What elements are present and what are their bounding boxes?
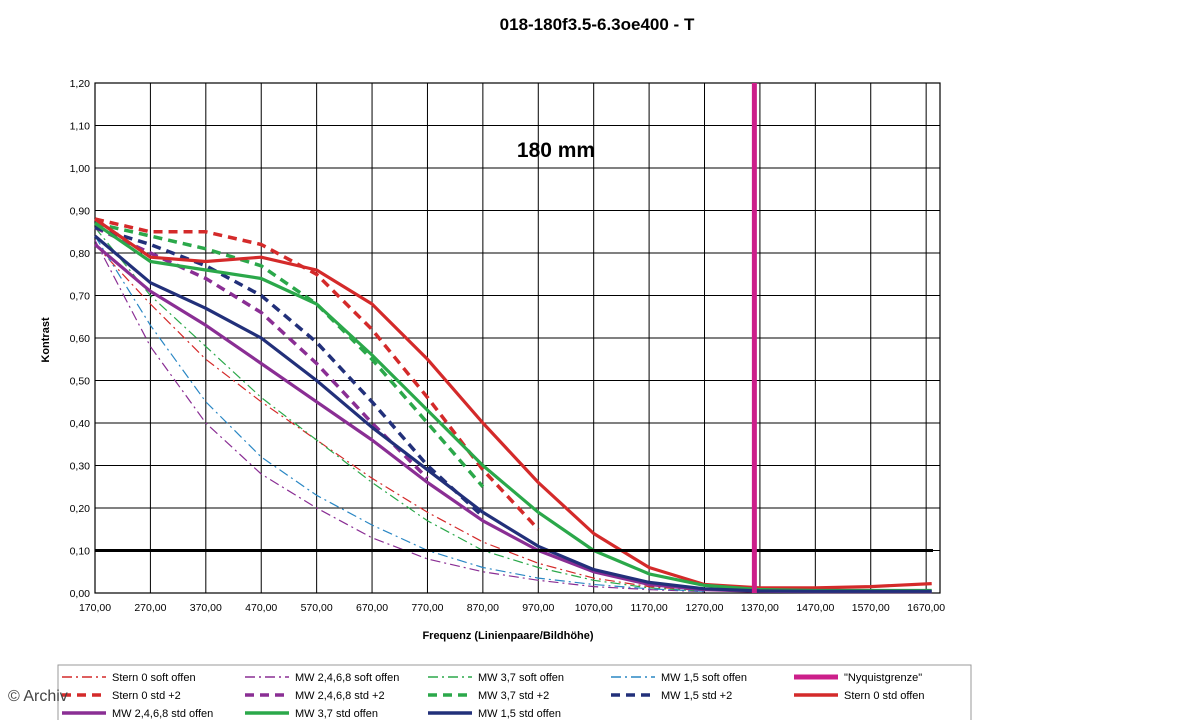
chart-title: 018-180f3.5-6.3oe400 - T [500, 15, 695, 34]
y-tick-label: 0,20 [70, 503, 91, 515]
y-tick-label: 0,70 [70, 291, 91, 303]
series-line-6 [94, 221, 485, 488]
legend-label: Stern 0 std +2 [112, 690, 181, 702]
legend-label: MW 2,4,6,8 std +2 [295, 690, 385, 702]
x-tick-label: 870,00 [467, 602, 499, 614]
x-tick-label: 670,00 [356, 602, 388, 614]
chart-annotation: 180 mm [517, 139, 595, 162]
x-tick-label: 1370,00 [741, 602, 779, 614]
legend-label: "Nyquistgrenze" [844, 672, 922, 684]
legend-label: Stern 0 std offen [844, 690, 925, 702]
series-line-8 [94, 217, 932, 590]
x-tick-label: 1670,00 [907, 602, 945, 614]
x-tick-label: 1270,00 [686, 602, 724, 614]
legend-label: MW 1,5 soft offen [661, 672, 747, 684]
legend: Stern 0 soft offen MW 2,4,6,8 soft offen M… [57, 664, 972, 720]
legend-label: MW 2,4,6,8 soft offen [295, 672, 399, 684]
legend-box [57, 664, 972, 720]
legend-label: MW 1,5 std +2 [661, 690, 732, 702]
series-group [93, 83, 933, 594]
y-tick-label: 0,50 [70, 376, 91, 388]
y-tick-label: 1,20 [70, 78, 91, 90]
legend-label: MW 3,7 std +2 [478, 690, 549, 702]
x-tick-label: 1070,00 [575, 602, 613, 614]
x-tick-label: 170,00 [79, 602, 111, 614]
x-tick-label: 270,00 [134, 602, 166, 614]
series-line-2 [94, 227, 705, 592]
x-tick-label: 470,00 [245, 602, 277, 614]
y-tick-label: 1,10 [70, 121, 91, 133]
series-line-9 [93, 243, 932, 594]
x-tick-label: 1570,00 [852, 602, 890, 614]
x-tick-label: 1170,00 [631, 602, 668, 614]
series-line-1 [94, 240, 705, 593]
legend-label: MW 2,4,6,8 std offen [112, 708, 213, 720]
series-line-7 [94, 225, 485, 518]
y-tick-label: 0,30 [70, 461, 91, 473]
y-tick-label: 0,00 [70, 588, 91, 600]
y-tick-label: 0,40 [70, 418, 91, 430]
x-tick-label: 970,00 [522, 602, 554, 614]
series-line-3 [94, 235, 705, 592]
y-tick-label: 1,00 [70, 163, 91, 175]
x-tick-label: 370,00 [190, 602, 222, 614]
axes: 170,00 270,00 370,00 470,00 570,00 670,00 770,… [70, 78, 946, 614]
series-line-0 [94, 244, 705, 592]
y-tick-label: 0,60 [70, 333, 91, 345]
copyright-notice: © Archiv [8, 688, 68, 705]
y-tick-label: 0,80 [70, 248, 91, 260]
x-tick-label: 1470,00 [796, 602, 834, 614]
x-tick-label: 770,00 [411, 602, 443, 614]
y-tick-label: 0,90 [70, 206, 91, 218]
legend-label: Stern 0 soft offen [112, 672, 196, 684]
y-axis-label: Kontrast [40, 317, 52, 363]
x-tick-label: 570,00 [301, 602, 333, 614]
series-line-11 [93, 234, 932, 593]
series-line-5 [94, 225, 429, 480]
legend-label: MW 3,7 soft offen [478, 672, 564, 684]
plot-border [94, 82, 941, 594]
legend-label: MW 1,5 std offen [478, 708, 561, 720]
y-tick-label: 0,10 [70, 546, 91, 558]
x-axis-label: Frequenz (Linienpaare/Bildhöhe) [422, 630, 593, 642]
legend-label: MW 3,7 std offen [295, 708, 378, 720]
